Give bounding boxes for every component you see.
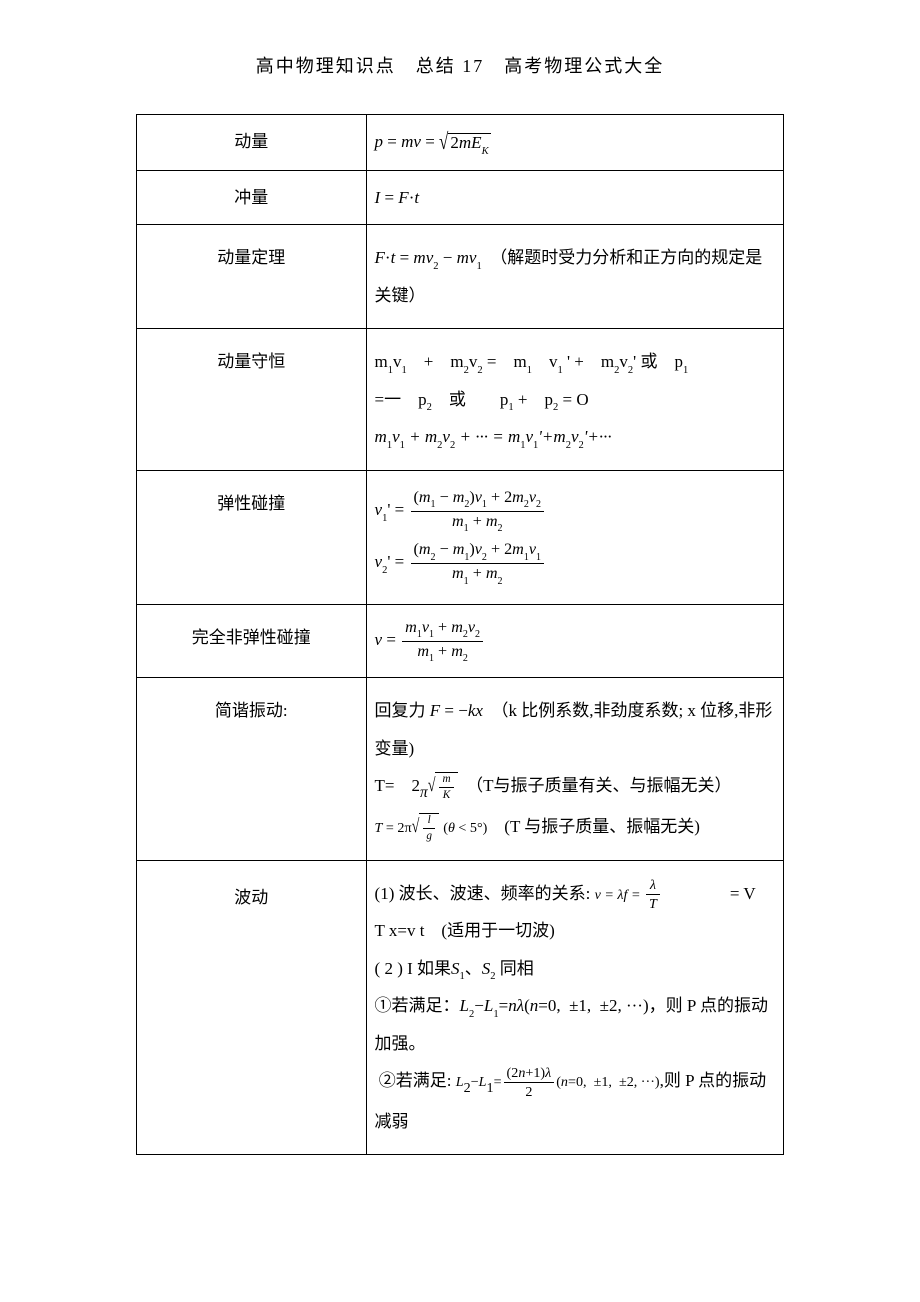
row-label-wave: 波动 [137,860,367,1155]
table-row: 动量定理 F·t = mv2 − mv1 （解题时受力分析和正方向的规定是关键） [137,225,784,329]
row-formula-wave: (1) 波长、波速、频率的关系: v = λf = λT = V T x=v t… [366,860,783,1155]
table-row: 冲量 I = F·t [137,170,784,224]
row-formula-conservation: m1v1 + m2v2 = m1 v1 ' + m2v2' 或 p1 =一 p2… [366,329,783,471]
table-row: 简谐振动: 回复力 F = −kx （k 比例系数,非劲度系数; x 位移,非形… [137,678,784,860]
wave-p2c: 同相 [500,959,534,978]
shm-text-3d: (T 与振子质量、振幅无关) [504,817,700,836]
wave-p3a: ①若满足： [375,996,460,1015]
wave-p2a: ( 2 ) I 如果 [375,959,451,978]
row-formula-momentum: p = mv = √2mEK [366,115,783,171]
row-label-inelastic: 完全非弹性碰撞 [137,604,367,677]
table-row: 完全非弹性碰撞 v = m1v1 + m2v2 m1 + m2 [137,604,784,677]
formula-table: 动量 p = mv = √2mEK 冲量 I = F·t 动量定理 F·t = … [136,114,784,1155]
shm-text-2c: （T与振子质量有关、与振幅无关） [475,776,732,795]
table-row: 波动 (1) 波长、波速、频率的关系: v = λf = λT = V T x=… [137,860,784,1155]
wave-p1c: = V [730,884,756,903]
row-formula-shm: 回复力 F = −kx （k 比例系数,非劲度系数; x 位移,非形变量) T=… [366,678,783,860]
row-formula-impulse-theorem: F·t = mv2 − mv1 （解题时受力分析和正方向的规定是关键） [366,225,783,329]
page-title: 高中物理知识点 总结 17 高考物理公式大全 [0,52,920,78]
row-label-elastic: 弹性碰撞 [137,470,367,604]
row-label-momentum: 动量 [137,115,367,171]
shm-text-a: 回复力 [375,701,430,720]
table-row: 动量守恒 m1v1 + m2v2 = m1 v1 ' + m2v2' 或 p1 … [137,329,784,471]
row-formula-elastic: v1' = (m1 − m2)v1 + 2m2v2 m1 + m2 v2' = … [366,470,783,604]
row-formula-impulse: I = F·t [366,170,783,224]
row-formula-inelastic: v = m1v1 + m2v2 m1 + m2 [366,604,783,677]
wave-p1d: T x=v t (适用于一切波) [375,912,775,949]
wave-p1a: (1) 波长、波速、频率的关系: [375,884,595,903]
row-label-impulse: 冲量 [137,170,367,224]
row-label-shm: 简谐振动: [137,678,367,860]
row-label-impulse-theorem: 动量定理 [137,225,367,329]
table-row: 动量 p = mv = √2mEK [137,115,784,171]
row-label-conservation: 动量守恒 [137,329,367,471]
wave-p4a: ②若满足: [379,1071,456,1090]
table-row: 弹性碰撞 v1' = (m1 − m2)v1 + 2m2v2 m1 + m2 v… [137,470,784,604]
